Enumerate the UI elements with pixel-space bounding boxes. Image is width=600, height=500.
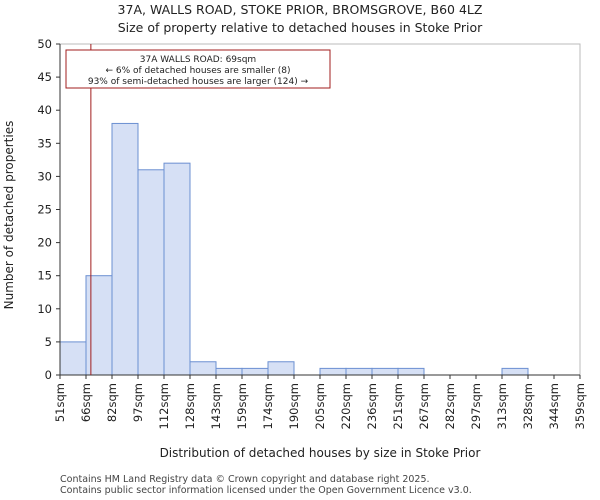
bar-112sqm xyxy=(163,162,191,376)
x-tick-label: 82sqm xyxy=(105,383,119,422)
y-axis-label: Number of detached properties xyxy=(2,121,16,310)
bar-313sqm xyxy=(501,367,529,376)
footer-line-1: Contains HM Land Registry data © Crown c… xyxy=(60,474,430,485)
annotation-line-3: 93% of semi-detached houses are larger (… xyxy=(88,77,309,87)
x-tick-label: 313sqm xyxy=(495,383,509,429)
y-axis: 0 5 10 15 20 25 30 35 40 45 50 xyxy=(37,37,61,382)
bar-236sqm xyxy=(371,367,399,376)
x-tick-label: 174sqm xyxy=(261,383,275,429)
bar-series xyxy=(59,122,529,376)
y-tick-label: 40 xyxy=(37,103,52,117)
bar-51sqm xyxy=(59,341,87,376)
bar-174sqm xyxy=(267,361,295,376)
x-tick-label: 220sqm xyxy=(339,383,353,429)
x-tick-label: 143sqm xyxy=(209,383,223,429)
x-tick-label: 267sqm xyxy=(417,383,431,429)
x-tick-label: 97sqm xyxy=(131,383,145,422)
x-tick-label: 297sqm xyxy=(469,383,483,429)
y-tick-label: 30 xyxy=(37,169,52,183)
y-tick-label: 5 xyxy=(45,335,52,349)
y-tick-label: 20 xyxy=(37,236,52,250)
chart-title: 37A, WALLS ROAD, STOKE PRIOR, BROMSGROVE… xyxy=(118,2,483,17)
bar-97sqm xyxy=(137,169,165,376)
annotation-box xyxy=(65,49,331,89)
bar-251sqm xyxy=(397,367,425,376)
y-tick-label: 25 xyxy=(37,203,52,217)
x-tick-label: 190sqm xyxy=(287,383,301,429)
x-axis: 51sqm 66sqm 82sqm 97sqm 112sqm 128sqm 143sqm 15… xyxy=(53,374,587,429)
x-tick-label: 251sqm xyxy=(391,383,405,429)
y-tick-label: 0 xyxy=(45,368,52,382)
bar-205sqm xyxy=(319,367,347,376)
x-tick-label: 159sqm xyxy=(235,383,249,429)
annotation-line-2: ← 6% of detached houses are smaller (8) xyxy=(105,66,290,76)
x-tick-label: 236sqm xyxy=(365,383,379,429)
y-tick-label: 50 xyxy=(37,37,52,51)
y-tick-label: 35 xyxy=(37,136,52,150)
x-tick-label: 128sqm xyxy=(183,383,197,429)
bar-82sqm xyxy=(111,122,139,376)
bar-66sqm xyxy=(85,275,113,376)
x-axis-label: Distribution of detached houses by size … xyxy=(160,446,481,460)
x-tick-label: 344sqm xyxy=(547,383,561,429)
bar-143sqm xyxy=(215,367,243,376)
bar-159sqm xyxy=(241,367,269,376)
y-tick-label: 10 xyxy=(37,302,52,316)
chart-subtitle: Size of property relative to detached ho… xyxy=(118,20,483,35)
bar-220sqm xyxy=(345,367,373,376)
x-tick-label: 51sqm xyxy=(53,383,67,422)
footer-line-2: Contains public sector information licen… xyxy=(60,485,472,496)
x-tick-label: 282sqm xyxy=(443,383,457,429)
x-tick-label: 112sqm xyxy=(157,383,171,429)
y-tick-label: 45 xyxy=(37,70,52,84)
bar-128sqm xyxy=(189,361,217,376)
x-tick-label: 359sqm xyxy=(573,383,587,429)
annotation-line-1: 37A WALLS ROAD: 69sqm xyxy=(140,55,256,65)
x-tick-label: 66sqm xyxy=(79,383,93,422)
y-tick-label: 15 xyxy=(37,269,52,283)
x-tick-label: 328sqm xyxy=(521,383,535,429)
x-tick-label: 205sqm xyxy=(313,383,327,429)
